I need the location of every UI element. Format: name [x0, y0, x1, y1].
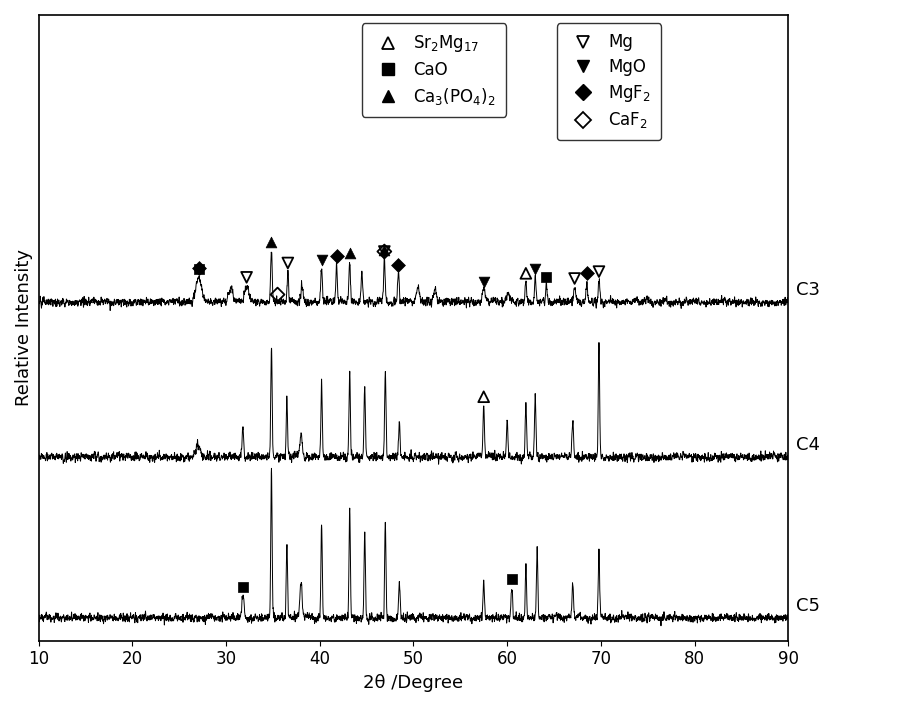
Point: [592, 266, 606, 277]
Point: [476, 391, 491, 402]
Point: [377, 246, 391, 257]
Point: [528, 263, 543, 274]
Point: [192, 263, 206, 274]
Point: [239, 271, 254, 283]
Legend: Mg, MgO, $\mathrm{MgF_2}$, $\mathrm{CaF_2}$: Mg, MgO, $\mathrm{MgF_2}$, $\mathrm{CaF_…: [557, 23, 661, 140]
Point: [568, 273, 582, 284]
Text: C5: C5: [796, 597, 820, 615]
Y-axis label: Relative Intensity: Relative Intensity: [15, 250, 33, 407]
Point: [314, 255, 328, 266]
Point: [236, 582, 250, 593]
Point: [539, 271, 553, 283]
Point: [476, 276, 491, 288]
Point: [377, 246, 391, 257]
Point: [518, 268, 533, 279]
Point: [265, 236, 279, 247]
Point: [377, 245, 391, 256]
Point: [329, 250, 344, 262]
Text: C3: C3: [796, 281, 820, 299]
Text: C4: C4: [796, 436, 820, 454]
Point: [343, 247, 357, 259]
Point: [579, 268, 594, 279]
Point: [192, 262, 206, 273]
X-axis label: 2θ /Degree: 2θ /Degree: [363, 674, 464, 692]
Point: [281, 257, 295, 269]
Point: [270, 289, 284, 300]
Point: [505, 573, 519, 585]
Point: [391, 259, 405, 270]
